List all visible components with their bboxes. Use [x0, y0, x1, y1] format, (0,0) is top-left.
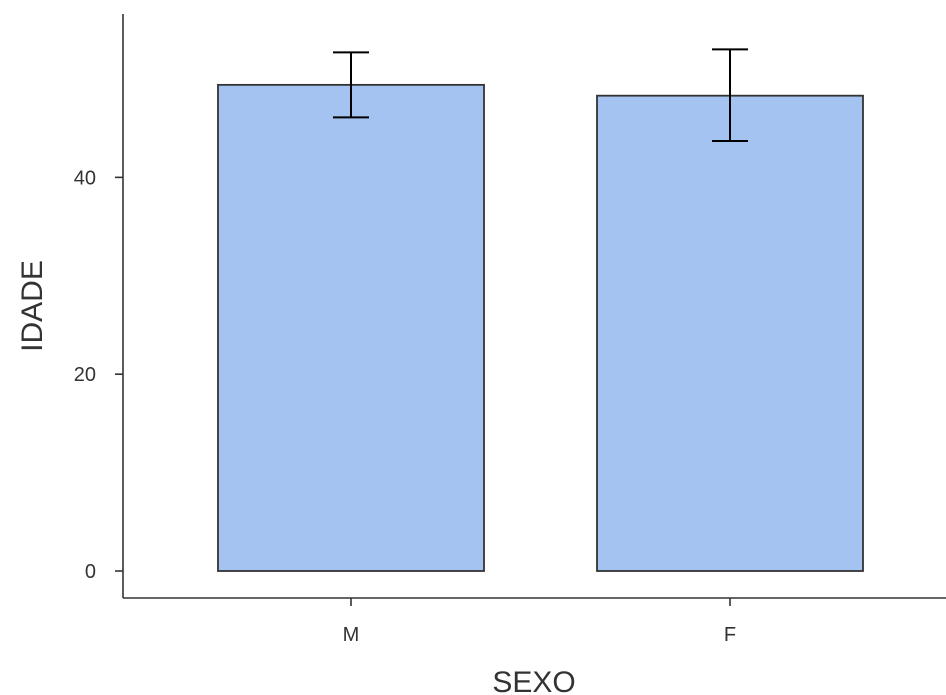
x-tick-label: M — [343, 624, 360, 646]
y-tick-label: 20 — [74, 364, 96, 386]
y-tick-label: 0 — [85, 561, 96, 583]
x-tick-label: F — [724, 624, 736, 646]
error-bars-layer — [333, 48, 748, 142]
x-axis-title: SEXO — [492, 666, 575, 695]
y-ticks: 0 20 40 — [74, 167, 123, 583]
bar-M — [217, 83, 485, 572]
error-bar-M — [333, 51, 369, 119]
error-bar-F — [712, 48, 748, 142]
y-tick-label: 40 — [74, 167, 96, 189]
bar-F — [596, 94, 864, 572]
bars-layer — [217, 83, 864, 572]
y-axis-title: IDADE — [16, 260, 49, 352]
